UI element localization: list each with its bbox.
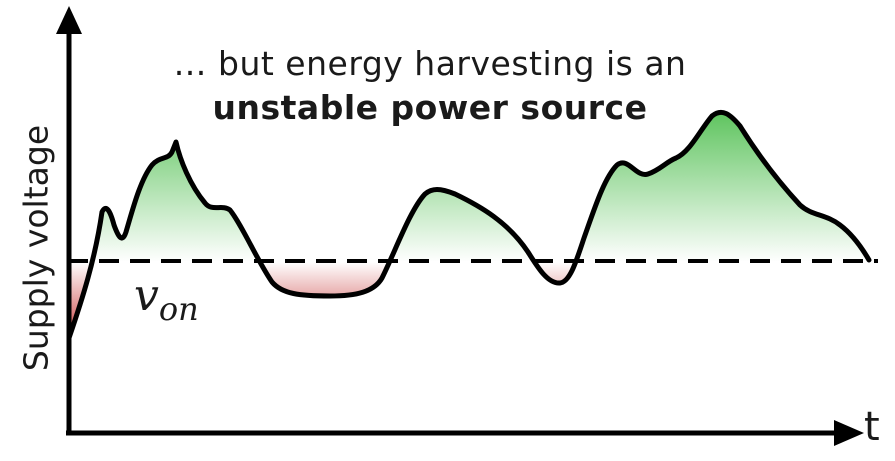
- above-threshold-region: [69, 112, 869, 261]
- x-axis: [66, 420, 864, 446]
- y-axis: [56, 6, 82, 433]
- threshold-symbol: v: [134, 270, 159, 321]
- threshold-label: von: [134, 270, 199, 328]
- x-axis-label: t: [864, 404, 880, 450]
- x-axis-arrowhead: [834, 420, 864, 446]
- y-axis-label: Supply voltage: [16, 124, 56, 372]
- y-axis-arrowhead: [56, 6, 82, 34]
- threshold-subscript: on: [158, 290, 199, 328]
- supply-voltage-curve: [66, 109, 872, 341]
- caption-line-1: … but energy harvesting is an: [173, 44, 687, 83]
- caption-line-2: unstable power source: [212, 88, 648, 127]
